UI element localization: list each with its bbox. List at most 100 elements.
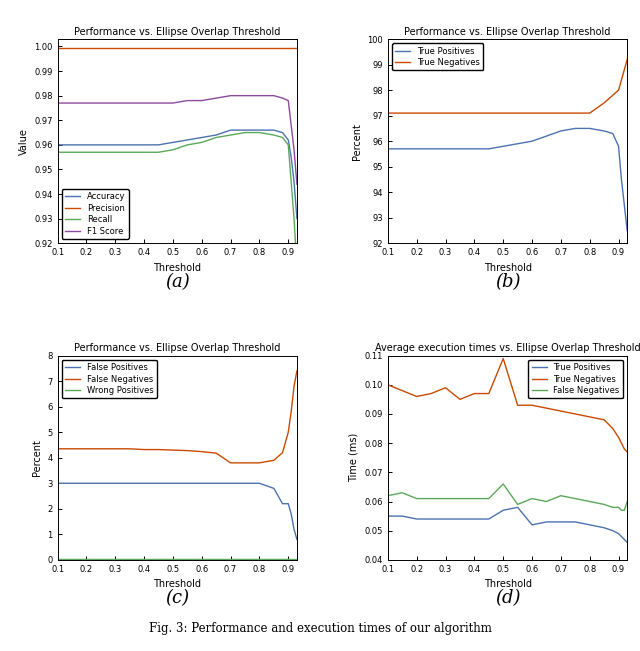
Wrong Positives: [290, 555, 298, 563]
Accuracy: [155, 141, 163, 149]
Legend: False Positives, False Negatives, Wrong Positives: False Positives, False Negatives, Wrong …: [62, 360, 157, 398]
False Negatives: [572, 495, 579, 503]
F1 Score: [290, 146, 298, 154]
False Negatives: [620, 506, 628, 514]
Accuracy: [255, 126, 263, 134]
True Negatives: [485, 390, 493, 398]
True Negatives: [614, 434, 622, 441]
F1 Score: [278, 94, 286, 102]
True Negatives: [543, 109, 550, 117]
Wrong Positives: [169, 555, 177, 563]
Precision: [290, 44, 298, 51]
False Negatives: [169, 446, 177, 454]
Wrong Positives: [97, 555, 105, 563]
F1 Score: [255, 92, 263, 100]
Wrong Positives: [54, 555, 61, 563]
True Negatives: [557, 109, 564, 117]
True Positives: [514, 140, 522, 148]
Precision: [111, 44, 119, 51]
True Negatives: [442, 109, 449, 117]
True Positives: [586, 124, 593, 132]
False Positives: [169, 479, 177, 487]
Wrong Positives: [155, 555, 163, 563]
Precision: [270, 44, 278, 51]
Line: False Negatives: False Negatives: [58, 371, 297, 463]
Wrong Positives: [241, 555, 249, 563]
Line: True Negatives: True Negatives: [388, 59, 627, 113]
F1 Score: [83, 99, 90, 107]
Text: (b): (b): [495, 273, 520, 290]
True Negatives: [499, 355, 507, 363]
Recall: [155, 148, 163, 156]
False Negatives: [140, 446, 148, 454]
True Negatives: [413, 109, 420, 117]
True Negatives: [609, 91, 616, 99]
Line: True Positives: True Positives: [388, 128, 627, 230]
Precision: [212, 44, 220, 51]
True Negatives: [442, 384, 449, 392]
True Positives: [485, 515, 493, 523]
True Positives: [399, 512, 406, 520]
True Negatives: [413, 393, 420, 400]
Y-axis label: Percent: Percent: [352, 123, 362, 159]
Line: Recall: Recall: [58, 133, 297, 268]
False Positives: [287, 510, 295, 518]
False Negatives: [111, 445, 119, 452]
False Negatives: [609, 503, 616, 511]
Accuracy: [54, 141, 61, 149]
False Positives: [284, 500, 292, 508]
False Negatives: [212, 449, 220, 457]
False Positives: [241, 479, 249, 487]
True Negatives: [456, 109, 464, 117]
Recall: [198, 139, 205, 146]
Precision: [184, 44, 191, 51]
True Negatives: [620, 66, 628, 74]
F1 Score: [198, 96, 205, 104]
Precision: [169, 44, 177, 51]
True Negatives: [600, 416, 608, 424]
F1 Score: [68, 99, 76, 107]
Line: False Positives: False Positives: [58, 483, 297, 540]
True Negatives: [586, 413, 593, 421]
False Negatives: [97, 445, 105, 452]
True Positives: [499, 143, 507, 150]
False Negatives: [428, 495, 435, 503]
True Negatives: [543, 404, 550, 412]
Wrong Positives: [111, 555, 119, 563]
False Positives: [270, 484, 278, 492]
F1 Score: [184, 96, 191, 104]
Wrong Positives: [293, 555, 301, 563]
Y-axis label: Percent: Percent: [32, 439, 42, 476]
True Positives: [609, 527, 616, 534]
F1 Score: [227, 92, 234, 100]
Text: (a): (a): [165, 273, 189, 290]
Legend: True Positives, True Negatives: True Positives, True Negatives: [392, 43, 483, 70]
False Negatives: [270, 456, 278, 464]
True Positives: [428, 515, 435, 523]
Line: Accuracy: Accuracy: [58, 130, 297, 219]
False Negatives: [126, 445, 134, 452]
True Positives: [442, 515, 449, 523]
False Negatives: [287, 408, 295, 416]
Recall: [212, 133, 220, 141]
False Positives: [111, 479, 119, 487]
True Positives: [618, 533, 625, 540]
True Positives: [614, 530, 622, 538]
True Positives: [543, 132, 550, 140]
False Positives: [97, 479, 105, 487]
Accuracy: [241, 126, 249, 134]
True Negatives: [514, 401, 522, 409]
True Positives: [618, 176, 625, 184]
Text: (c): (c): [165, 589, 189, 607]
True Negatives: [600, 99, 608, 107]
True Positives: [572, 124, 579, 132]
Wrong Positives: [83, 555, 90, 563]
True Positives: [557, 127, 564, 135]
Accuracy: [287, 153, 295, 161]
False Positives: [293, 536, 301, 544]
True Positives: [428, 145, 435, 153]
False Negatives: [399, 489, 406, 497]
Text: Fig. 3: Performance and execution times of our algorithm: Fig. 3: Performance and execution times …: [148, 622, 492, 635]
Wrong Positives: [68, 555, 76, 563]
False Negatives: [284, 428, 292, 436]
